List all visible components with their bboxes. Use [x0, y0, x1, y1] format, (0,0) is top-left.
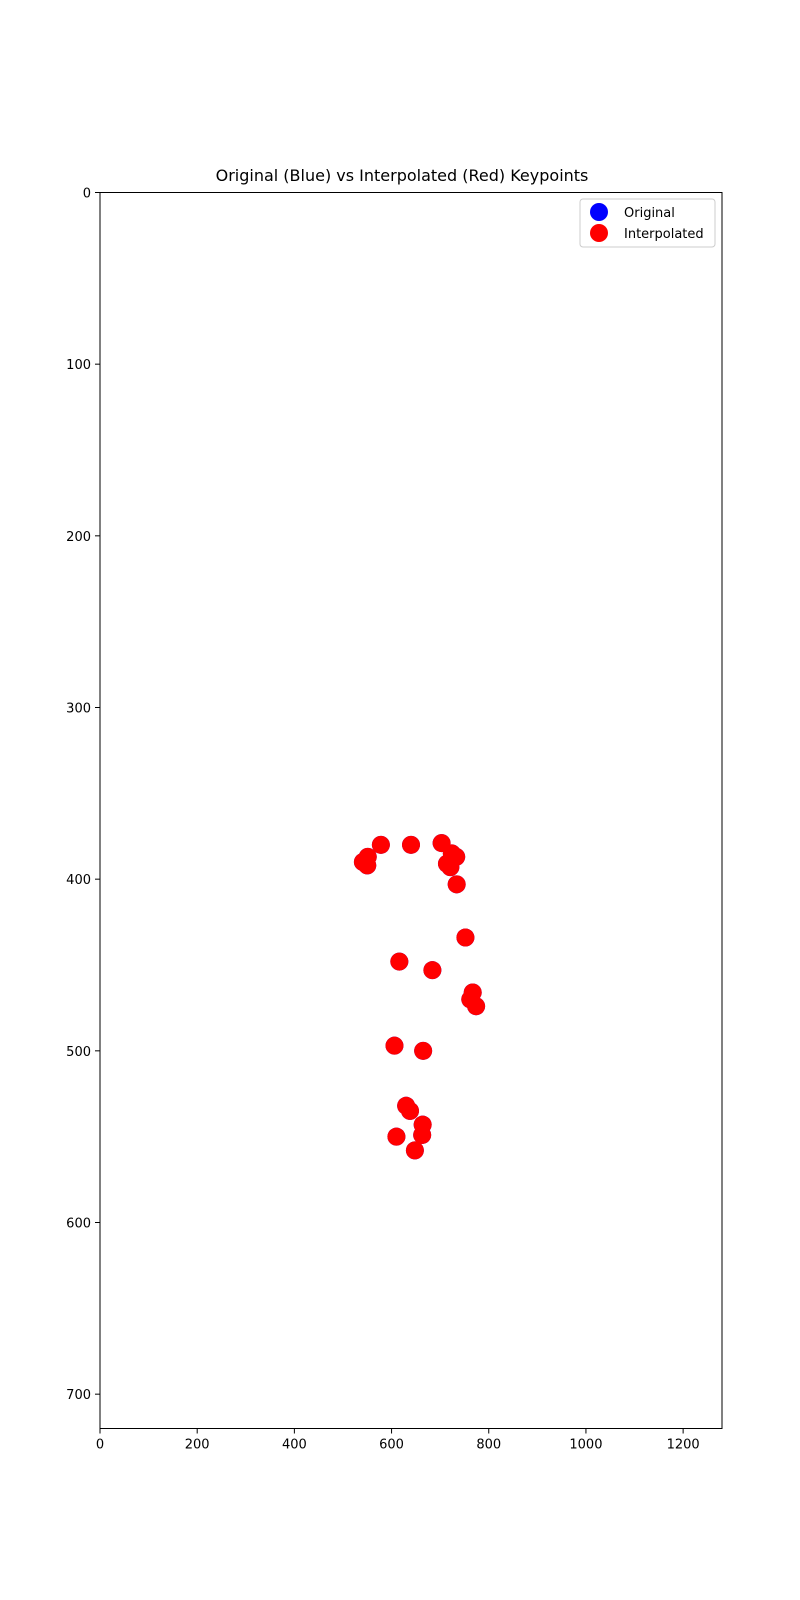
y-tick-label: 400 — [66, 873, 91, 888]
data-point-interpolated — [413, 1125, 432, 1144]
data-point-interpolated — [456, 928, 475, 947]
data-point-interpolated — [402, 835, 420, 854]
data-point-interpolated — [385, 1036, 404, 1055]
data-point-interpolated — [405, 1141, 424, 1160]
data-point-interpolated — [467, 997, 486, 1016]
data-point-interpolated — [447, 875, 466, 894]
y-tick-label: 500 — [66, 1045, 91, 1060]
y-tick-label: 700 — [66, 1388, 91, 1403]
y-axis: 0 100 200 300 400 500 600 700 — [66, 187, 100, 1403]
x-axis: 0 200 400 600 800 1000 1200 — [96, 1428, 700, 1453]
x-tick-label: 0 — [96, 1438, 104, 1453]
data-point-interpolated — [358, 856, 377, 875]
data-point-interpolated — [387, 1127, 406, 1146]
data-point-interpolated — [414, 1041, 433, 1060]
y-tick-label: 0 — [83, 187, 91, 202]
x-tick-label: 400 — [282, 1438, 307, 1453]
x-tick-label: 600 — [379, 1438, 404, 1453]
data-point-interpolated — [423, 961, 442, 980]
data-point-interpolated — [390, 952, 409, 971]
legend-marker-original — [590, 203, 608, 221]
legend-box — [579, 198, 716, 248]
x-tick-label: 1200 — [667, 1438, 700, 1453]
y-tick-label: 100 — [66, 358, 91, 373]
data-points — [353, 834, 486, 1160]
x-tick-label: 1000 — [569, 1438, 602, 1453]
plot-area — [100, 192, 722, 1429]
x-tick-label: 200 — [185, 1438, 210, 1453]
data-point-interpolated — [401, 1101, 420, 1120]
legend: Original Interpolated — [579, 198, 716, 248]
y-tick-label: 300 — [66, 702, 91, 717]
legend-label-original: Original — [624, 206, 675, 221]
x-tick-label: 800 — [476, 1438, 501, 1453]
data-point-interpolated — [441, 858, 460, 877]
chart-title: Original (Blue) vs Interpolated (Red) Ke… — [216, 166, 589, 185]
data-point-interpolated — [371, 835, 390, 854]
y-tick-label: 200 — [66, 530, 91, 545]
plot-frame — [99, 192, 723, 1429]
legend-label-interpolated: Interpolated — [624, 227, 704, 242]
legend-marker-interpolated — [590, 224, 608, 242]
y-tick-label: 600 — [66, 1217, 91, 1232]
